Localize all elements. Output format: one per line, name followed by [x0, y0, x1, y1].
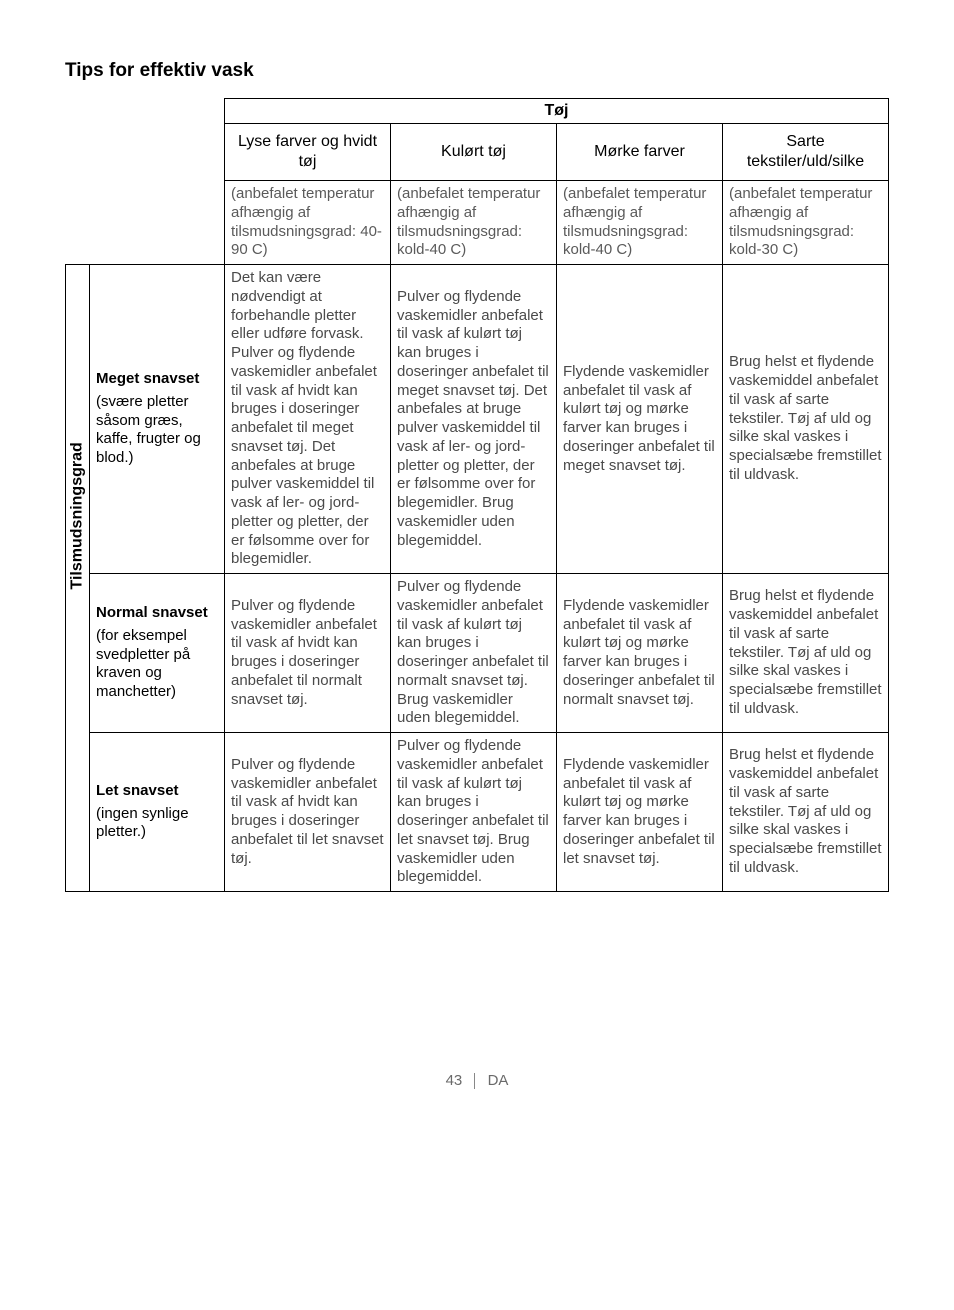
row-header-title: Let snavset	[96, 782, 218, 801]
cell: Brug helst et flydende vaskemiddel anbef…	[723, 733, 889, 892]
cell: Det kan være nødvendigt at forbehandle p…	[225, 265, 391, 574]
row-header-title: Meget snavset	[96, 370, 218, 389]
cell: Brug helst et flydende vaskemiddel anbef…	[723, 574, 889, 733]
table-group-row: Tøj	[66, 99, 889, 124]
spacer	[66, 99, 225, 124]
cell: Pulver og flydende vaskemidler anbefalet…	[391, 574, 557, 733]
row-header-sub: (ingen synlige pletter.)	[96, 805, 218, 843]
table-temp-row: (anbefalet temperatur afhængig af tilsmu…	[66, 181, 889, 265]
spacer	[66, 124, 225, 181]
wash-tips-table: Tøj Lyse farver og hvidt tøj Kulørt tøj …	[65, 98, 889, 892]
row-header: Let snavset (ingen synlige pletter.)	[90, 733, 225, 892]
cell: Brug helst et flydende vaskemiddel anbef…	[723, 265, 889, 574]
cell: Pulver og flydende vaskemidler anbefalet…	[225, 574, 391, 733]
page-lang: DA	[488, 1072, 509, 1089]
temp-cell: (anbefalet temperatur afhængig af tilsmu…	[557, 181, 723, 265]
temp-cell: (anbefalet temperatur afhængig af tilsmu…	[391, 181, 557, 265]
cell: Pulver og flydende vaskemidler anbefalet…	[391, 265, 557, 574]
page-footer: 43 DA	[65, 1072, 889, 1089]
table-header-row: Lyse farver og hvidt tøj Kulørt tøj Mørk…	[66, 124, 889, 181]
cell: Flydende vaskemidler anbefalet til vask …	[557, 265, 723, 574]
table-row: Let snavset (ingen synlige pletter.) Pul…	[66, 733, 889, 892]
temp-cell: (anbefalet temperatur afhængig af tilsmu…	[723, 181, 889, 265]
table-row: Tilsmudsningsgrad Meget snavset (svære p…	[66, 265, 889, 574]
row-header-sub: (for eksempel svedpletter på kraven og m…	[96, 627, 218, 702]
rows-group-label: Tilsmudsningsgrad	[68, 567, 88, 590]
row-header-sub: (svære pletter såsom græs, kaffe, frugte…	[96, 393, 218, 468]
row-header: Meget snavset (svære pletter såsom græs,…	[90, 265, 225, 574]
cell: Flydende vaskemidler anbefalet til vask …	[557, 574, 723, 733]
columns-group-header: Tøj	[225, 99, 889, 124]
footer-separator	[474, 1073, 475, 1089]
cell: Flydende vaskemidler anbefalet til vask …	[557, 733, 723, 892]
col-header: Kulørt tøj	[391, 124, 557, 181]
spacer	[66, 181, 225, 265]
page-number: 43	[446, 1072, 463, 1089]
col-header: Mørke farver	[557, 124, 723, 181]
cell: Pulver og flydende vaskemidler anbefalet…	[391, 733, 557, 892]
row-header-title: Normal snavset	[96, 604, 218, 623]
table-row: Normal snavset (for eksempel svedpletter…	[66, 574, 889, 733]
page-title: Tips for effektiv vask	[65, 60, 889, 82]
temp-cell: (anbefalet temperatur afhængig af tilsmu…	[225, 181, 391, 265]
rows-group-header: Tilsmudsningsgrad	[66, 265, 90, 892]
col-header: Lyse farver og hvidt tøj	[225, 124, 391, 181]
cell: Pulver og flydende vaskemidler anbefalet…	[225, 733, 391, 892]
row-header: Normal snavset (for eksempel svedpletter…	[90, 574, 225, 733]
col-header: Sarte tekstiler/uld/silke	[723, 124, 889, 181]
